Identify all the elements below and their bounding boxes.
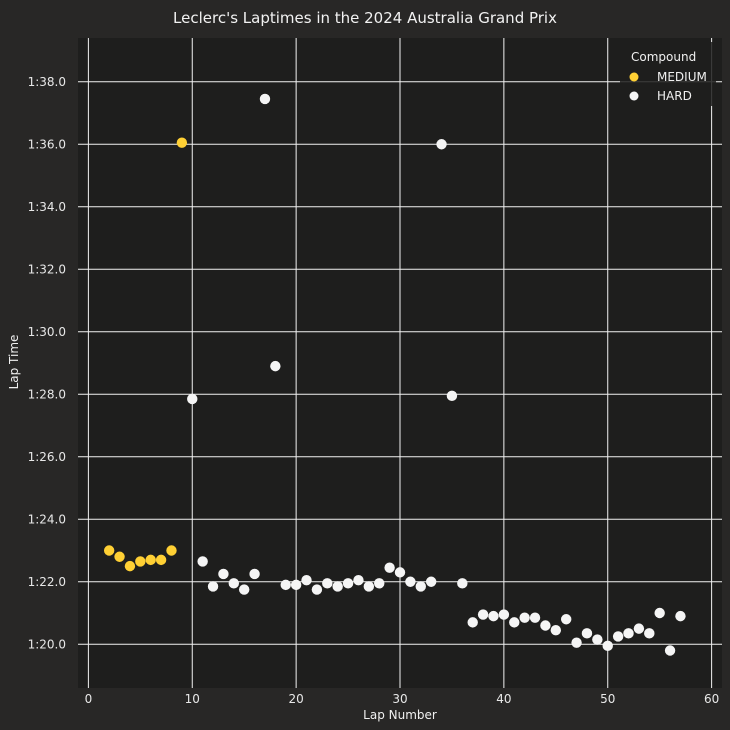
y-tick-label: 1:26.0 (28, 450, 66, 464)
data-point-medium (145, 554, 156, 566)
chart-title: Leclerc's Laptimes in the 2024 Australia… (173, 9, 557, 27)
data-point-hard (550, 624, 562, 636)
data-point-hard (602, 640, 613, 652)
data-point-hard (477, 609, 489, 620)
y-tick-label: 1:34.0 (28, 200, 66, 214)
legend-title: Compound (631, 50, 696, 64)
data-point-hard (218, 568, 229, 580)
data-point-hard (363, 581, 375, 592)
y-tick-label: 1:24.0 (28, 512, 66, 526)
data-point-medium (124, 560, 136, 572)
data-point-hard (540, 620, 551, 631)
data-point-hard (446, 390, 458, 402)
y-tick-label: 1:30.0 (28, 325, 66, 339)
data-points (103, 93, 686, 656)
data-point-hard (436, 139, 447, 150)
x-tick-label: 50 (600, 692, 615, 706)
data-point-hard (405, 576, 416, 587)
data-point-hard (374, 578, 385, 589)
y-tick-label: 1:22.0 (28, 575, 66, 589)
data-point-hard (394, 567, 406, 578)
data-point-hard (270, 360, 281, 372)
data-point-hard (197, 556, 208, 567)
data-point-hard (633, 623, 645, 634)
data-point-hard (592, 634, 603, 645)
data-point-hard (207, 581, 219, 592)
data-point-hard (467, 617, 478, 628)
data-point-hard (664, 645, 676, 656)
x-tick-label: 20 (288, 692, 303, 706)
y-tick-label: 1:28.0 (28, 387, 66, 401)
data-point-medium (114, 551, 125, 562)
data-point-hard (280, 579, 291, 591)
data-point-hard (560, 614, 572, 625)
data-point-hard (249, 568, 260, 580)
data-point-hard (498, 609, 510, 620)
y-axis-label: Lap Time (7, 335, 21, 390)
legend-marker-medium (629, 72, 639, 82)
data-point-medium (176, 137, 188, 148)
data-point-medium (166, 545, 177, 556)
data-point-hard (238, 584, 250, 595)
data-point-hard (612, 631, 624, 642)
x-tick-label: 30 (392, 692, 407, 706)
data-point-hard (519, 612, 530, 623)
data-point-hard (353, 574, 364, 586)
grid-lines (78, 38, 722, 688)
data-point-hard (342, 578, 354, 589)
x-tick-label: 40 (496, 692, 511, 706)
data-point-hard (259, 93, 271, 105)
data-point-hard (488, 610, 499, 622)
y-tick-label: 1:38.0 (28, 75, 66, 89)
y-tick-label: 1:36.0 (28, 137, 66, 151)
x-tick-label: 60 (704, 692, 719, 706)
legend-label-hard: HARD (657, 89, 692, 103)
data-point-hard (332, 581, 343, 592)
data-point-hard (301, 574, 312, 586)
data-point-medium (155, 554, 167, 566)
tick-labels: 0 10 20 30 40 50 60 1:20.0 1:22.0 1:24.0 1:26.0 1:2… (28, 75, 720, 706)
data-point-hard (654, 607, 665, 619)
data-point-hard (623, 628, 634, 639)
data-point-hard (675, 610, 686, 622)
data-point-hard (529, 612, 541, 623)
data-point-hard (425, 576, 437, 587)
data-point-hard (644, 628, 655, 639)
x-tick-label: 10 (185, 692, 200, 706)
data-point-hard (571, 637, 582, 648)
data-point-hard (384, 562, 395, 573)
y-tick-label: 1:32.0 (28, 262, 66, 276)
data-point-hard (187, 393, 198, 405)
legend-label-medium: MEDIUM (657, 70, 707, 84)
data-point-hard (322, 578, 333, 589)
data-point-medium (103, 545, 115, 556)
data-point-hard (509, 617, 520, 628)
x-axis-label: Lap Number (363, 708, 437, 722)
data-point-hard (290, 579, 302, 591)
legend: Compound MEDIUM HARD (620, 42, 716, 106)
data-point-hard (311, 584, 323, 595)
data-point-hard (228, 578, 240, 589)
y-tick-label: 1:20.0 (28, 637, 66, 651)
x-tick-label: 0 (85, 692, 93, 706)
data-point-hard (415, 581, 426, 592)
data-point-hard (581, 628, 593, 639)
legend-marker-hard (629, 91, 639, 101)
data-point-hard (457, 578, 468, 589)
data-point-medium (135, 556, 146, 567)
